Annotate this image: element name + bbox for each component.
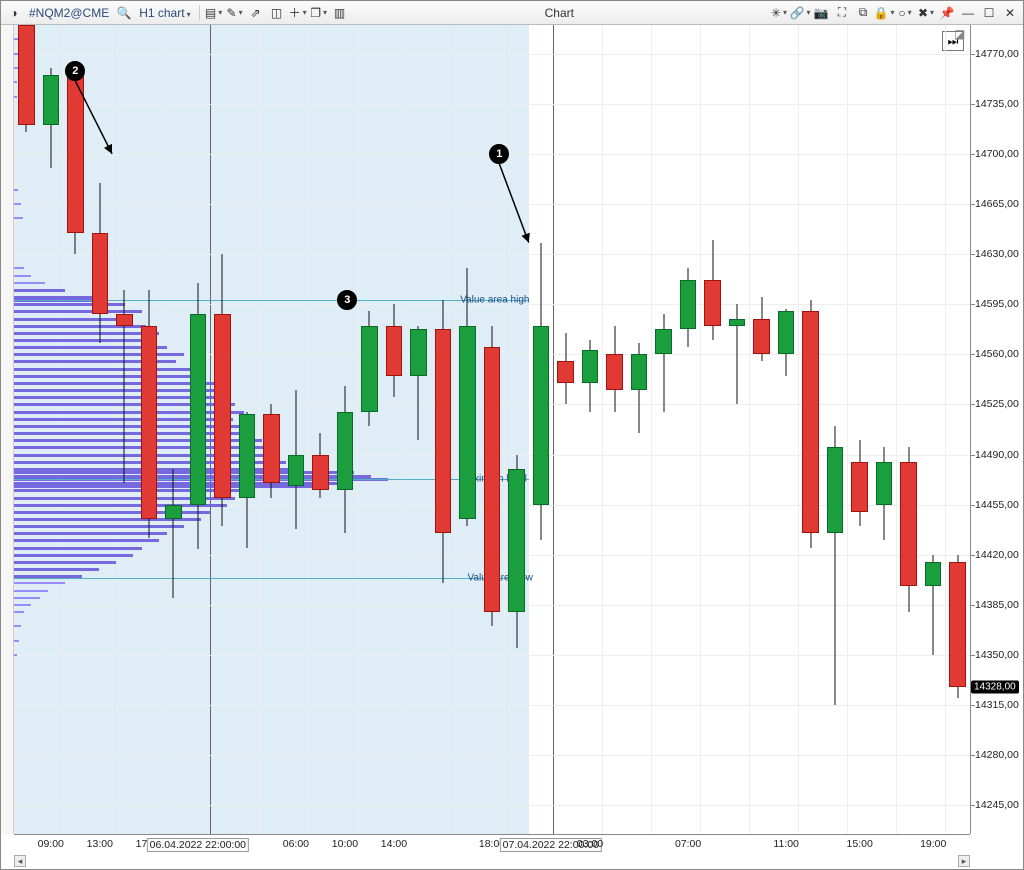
indicators-icon[interactable]: ⇗ [247, 4, 265, 22]
y-axis-label: 14280,00 [975, 749, 1019, 761]
x-axis-label: 14:00 [381, 838, 407, 850]
y-axis-label: 14385,00 [975, 599, 1019, 611]
fullscreen-icon[interactable]: ⛶ [833, 4, 851, 22]
copy-icon[interactable]: ⧉ [854, 4, 872, 22]
y-axis-label: 14595,00 [975, 298, 1019, 310]
scroll-left-icon[interactable]: ◂ [14, 855, 26, 867]
screenshot-icon[interactable]: 📷 [812, 4, 830, 22]
x-axis-label: 07:00 [675, 838, 701, 850]
magnet-icon[interactable]: ✳ [770, 4, 788, 22]
x-axis-label: 06.04.2022 22:00:00 [147, 838, 249, 852]
close-icon[interactable]: ✕ [1001, 4, 1019, 22]
x-axis-label: 06:00 [283, 838, 309, 850]
y-axis-label: 14315,00 [975, 699, 1019, 711]
y-axis-label: 14665,00 [975, 198, 1019, 210]
x-axis-label: 13:00 [87, 838, 113, 850]
layout-icon[interactable]: ▥ [331, 4, 349, 22]
add-icon[interactable]: ＋ [289, 4, 307, 22]
last-price-label: 14328,00 [971, 680, 1019, 693]
toolbar: ◑ #NQM2@CME 🔍 H1 chart ▤ ✎ ⇗ ◫ ＋ ❐ ▥ Cha… [1, 1, 1023, 25]
chart-area[interactable]: ⏭ Value area highMaximum levelValue area… [1, 25, 1023, 869]
layers-icon[interactable]: ❐ [310, 4, 328, 22]
window-title: Chart [353, 6, 766, 20]
separator [199, 5, 200, 21]
minimize-icon[interactable]: — [959, 4, 977, 22]
pin-icon[interactable]: 📌 [938, 4, 956, 22]
y-axis-label: 14630,00 [975, 248, 1019, 260]
symbol-label[interactable]: #NQM2@CME [26, 6, 112, 20]
chart-plot[interactable]: ⏭ Value area highMaximum levelValue area… [14, 25, 970, 834]
page-corner-icon: ◪ [954, 27, 968, 41]
x-axis-label: 03:00 [577, 838, 603, 850]
y-axis-label: 14490,00 [975, 449, 1019, 461]
x-axis-label: 19:00 [920, 838, 946, 850]
y-axis-label: 14350,00 [975, 649, 1019, 661]
link-icon[interactable]: 🔗 [791, 4, 809, 22]
draw-icon[interactable]: ✎ [226, 4, 244, 22]
x-axis-label: 11:00 [773, 838, 799, 850]
notes-icon[interactable]: ▤ [205, 4, 223, 22]
left-gutter [1, 25, 14, 834]
y-axis-label: 14245,00 [975, 799, 1019, 811]
chart-window: ◑ #NQM2@CME 🔍 H1 chart ▤ ✎ ⇗ ◫ ＋ ❐ ▥ Cha… [0, 0, 1024, 870]
x-axis-label: 09:00 [38, 838, 64, 850]
scroll-right-icon[interactable]: ▸ [958, 855, 970, 867]
x-axis-label: 15:00 [847, 838, 873, 850]
search-icon[interactable]: 🔍 [115, 4, 133, 22]
y-axis-label: 14420,00 [975, 549, 1019, 561]
maximize-icon[interactable]: ☐ [980, 4, 998, 22]
circle-icon[interactable]: ○ [896, 4, 914, 22]
y-axis-label: 14735,00 [975, 98, 1019, 110]
time-axis[interactable]: ◂ ▸ 09:0013:0017:0006.04.2022 22:00:0006… [14, 834, 970, 869]
annotation-arrow [14, 25, 970, 834]
y-axis-label: 14560,00 [975, 348, 1019, 360]
y-axis-label: 14525,00 [975, 398, 1019, 410]
y-axis-label: 14770,00 [975, 48, 1019, 60]
y-axis-label: 14455,00 [975, 499, 1019, 511]
x-axis-label: 10:00 [332, 838, 358, 850]
app-logo-icon: ◑ [5, 4, 23, 22]
lock-icon[interactable]: 🔒 [875, 4, 893, 22]
timeframe-dropdown[interactable]: H1 chart [136, 6, 193, 20]
y-axis-label: 14700,00 [975, 148, 1019, 160]
price-axis[interactable]: 14770,00 14735,00 14700,00 14665,00 14630,00… [970, 25, 1023, 834]
tools-icon[interactable]: ✖ [917, 4, 935, 22]
crop-icon[interactable]: ◫ [268, 4, 286, 22]
